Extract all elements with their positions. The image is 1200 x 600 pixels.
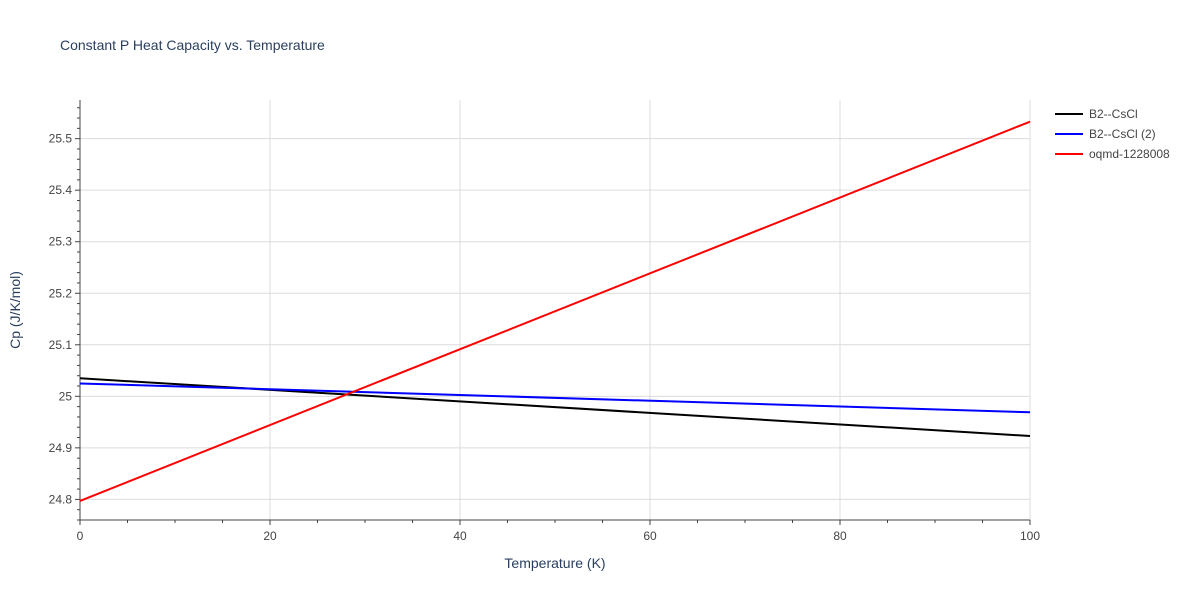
legend-item[interactable]: B2--CsCl (2) — [1055, 127, 1156, 141]
tick-labels: 0 20 40 60 80 100 24.8 24.9 25 25.1 25.2 25.3 25.4 25… — [49, 132, 1041, 543]
legend-item[interactable]: B2--CsCl — [1055, 107, 1138, 121]
y-tick-label: 25 — [59, 389, 73, 403]
axes — [75, 100, 1031, 525]
chart-title: Constant P Heat Capacity vs. Temperature — [60, 37, 325, 53]
series-line-2 — [79, 382, 1031, 414]
y-tick-label: 25.4 — [49, 183, 73, 197]
x-tick-label: 80 — [833, 529, 847, 543]
legend-label: B2--CsCl (2) — [1089, 127, 1156, 141]
y-tick-label: 25.5 — [49, 132, 73, 146]
x-tick-label: 100 — [1020, 529, 1040, 543]
y-tick-label: 24.8 — [49, 492, 73, 506]
legend-item[interactable]: oqmd-1228008 — [1055, 147, 1170, 161]
grid — [80, 100, 1031, 520]
series-line-3 — [79, 120, 1031, 502]
y-axis-title: Cp (J/K/mol) — [7, 271, 23, 349]
x-tick-label: 20 — [263, 529, 277, 543]
x-tick-label: 60 — [643, 529, 657, 543]
y-tick-label: 24.9 — [49, 441, 73, 455]
legend[interactable]: B2--CsCl B2--CsCl (2) oqmd-1228008 — [1055, 107, 1170, 161]
plot-area — [79, 120, 1031, 502]
y-tick-label: 25.3 — [49, 235, 73, 249]
legend-label: oqmd-1228008 — [1089, 147, 1170, 161]
y-tick-label: 25.1 — [49, 338, 73, 352]
legend-label: B2--CsCl — [1089, 107, 1138, 121]
y-tick-label: 25.2 — [49, 286, 73, 300]
x-tick-label: 40 — [453, 529, 467, 543]
x-tick-label: 0 — [77, 529, 84, 543]
x-axis-title: Temperature (K) — [504, 555, 605, 571]
